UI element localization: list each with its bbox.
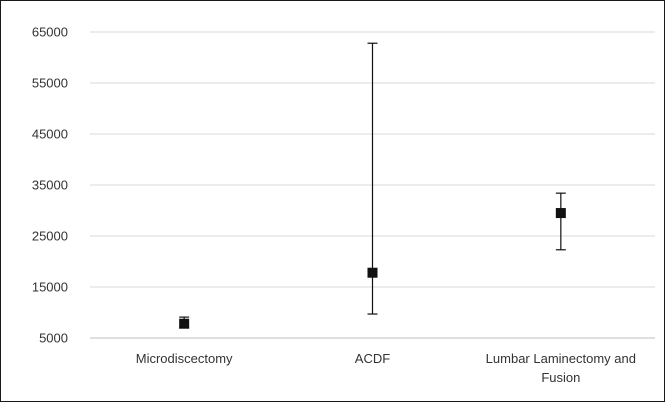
data-point-marker — [555, 208, 566, 219]
y-tick-label: 15000 — [32, 280, 68, 295]
y-tick-label: 65000 — [32, 25, 68, 40]
y-tick-label: 55000 — [32, 76, 68, 91]
x-category-label: ACDF — [355, 351, 390, 366]
y-tick-label: 45000 — [32, 127, 68, 142]
x-category-label: Microdiscectomy — [136, 351, 233, 366]
x-category-label: Fusion — [541, 370, 580, 385]
data-point-marker — [367, 267, 378, 278]
data-point-marker — [179, 318, 190, 329]
x-category-label: Lumbar Laminectomy and — [486, 351, 636, 366]
y-tick-label: 35000 — [32, 178, 68, 193]
y-tick-label: 5000 — [39, 331, 68, 346]
y-tick-label: 25000 — [32, 229, 68, 244]
